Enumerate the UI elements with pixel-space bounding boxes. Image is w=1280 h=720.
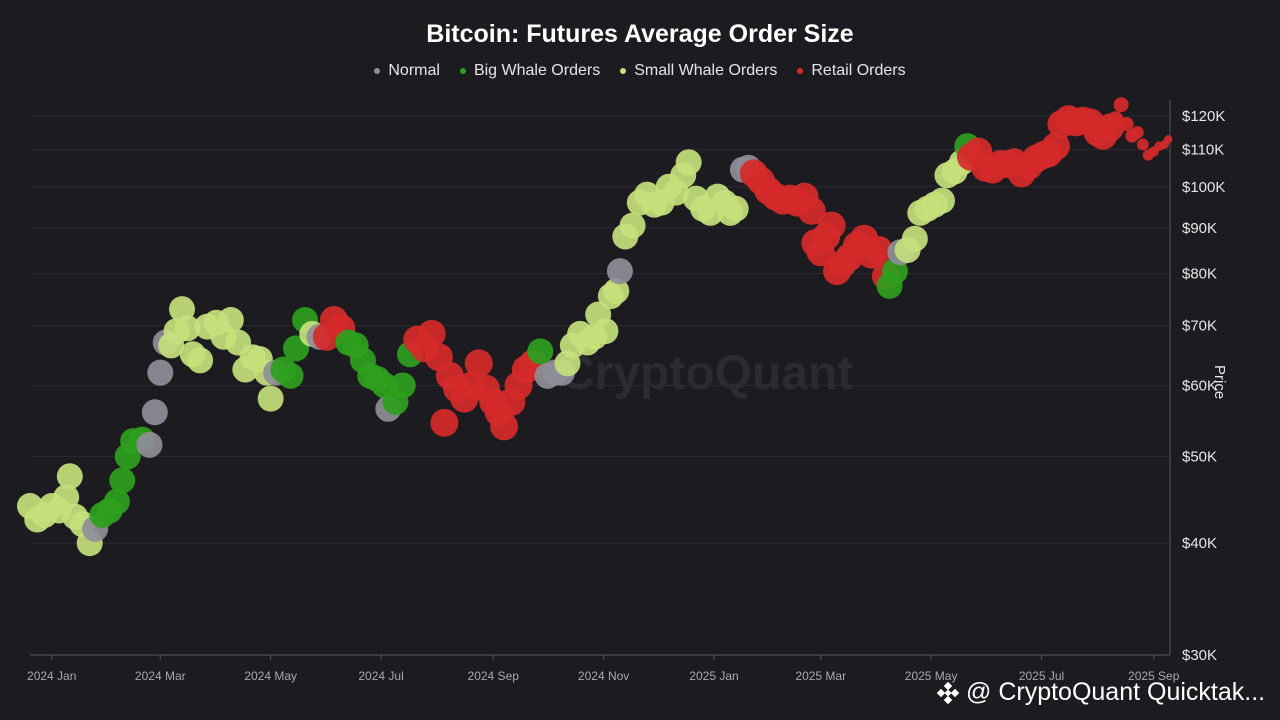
y-tick-label: $100K xyxy=(1182,179,1225,196)
x-tick-label: 2025 Jul xyxy=(1019,669,1064,683)
data-point-big-whale xyxy=(527,338,554,365)
chart-title: Bitcoin: Futures Average Order Size xyxy=(426,20,854,48)
data-point-retail xyxy=(864,235,893,264)
data-point-small-whale xyxy=(603,277,630,304)
data-point-big-whale xyxy=(389,372,416,399)
binance-icon xyxy=(936,681,960,704)
data-point-small-whale xyxy=(217,306,244,333)
y-tick-label: $40K xyxy=(1182,535,1217,552)
legend-dot-small-whale xyxy=(620,68,627,74)
y-tick-label: $110K xyxy=(1182,142,1224,159)
x-tick-label: 2025 May xyxy=(905,669,958,683)
watermark: CryptoQuant xyxy=(560,347,854,400)
data-point-small-whale xyxy=(53,484,80,511)
x-tick-label: 2024 Nov xyxy=(578,669,629,683)
data-point-normal xyxy=(606,258,633,285)
x-tick-label: 2024 Sep xyxy=(468,669,520,683)
data-point-small-whale xyxy=(257,385,284,412)
legend-item-normal[interactable]: Normal xyxy=(374,62,440,80)
data-point-small-whale xyxy=(187,347,214,374)
y-tick-label: $80K xyxy=(1182,266,1217,283)
data-point-retail xyxy=(1136,138,1149,151)
y-tick-label: $50K xyxy=(1182,448,1217,465)
data-point-retail xyxy=(1131,126,1144,139)
legend-dot-big-whale xyxy=(459,68,466,74)
branding: @ CryptoQuant Quicktak... xyxy=(936,678,1265,707)
y-tick-label: $120K xyxy=(1182,108,1225,125)
y-tick-label: $90K xyxy=(1182,220,1217,237)
data-point-small-whale xyxy=(929,187,955,214)
x-tick-label: 2024 Jul xyxy=(358,669,403,683)
data-point-small-whale xyxy=(174,315,201,342)
data-point-retail xyxy=(430,408,459,437)
y-axis-title: Price xyxy=(1211,365,1228,400)
legend-label-small-whale: Small Whale Orders xyxy=(634,62,778,79)
data-point-big-whale xyxy=(277,362,304,389)
data-point-retail xyxy=(1113,97,1129,113)
legend-dot-normal xyxy=(374,68,381,74)
data-point-small-whale xyxy=(592,318,619,345)
x-tick-label: 2024 May xyxy=(244,669,297,683)
legend-item-big-whale[interactable]: Big Whale Orders xyxy=(459,62,601,80)
y-tick-label: $30K xyxy=(1182,647,1217,664)
data-point-small-whale xyxy=(722,195,749,222)
data-point-normal xyxy=(147,359,174,386)
x-tick-label: 2025 Jan xyxy=(689,669,738,683)
x-tick-label: 2025 Sep xyxy=(1128,669,1180,683)
data-point-retail xyxy=(464,349,493,378)
data-point-retail xyxy=(417,319,446,348)
data-point-normal xyxy=(136,431,163,458)
legend-item-retail[interactable]: Retail Orders xyxy=(797,62,906,80)
data-point-small-whale xyxy=(56,463,83,490)
data-point-retail xyxy=(1042,132,1070,161)
y-tick-label: $70K xyxy=(1182,317,1217,334)
data-point-normal xyxy=(141,399,168,426)
x-tick-label: 2025 Mar xyxy=(795,669,846,683)
data-point-retail xyxy=(817,211,846,240)
data-point-retail xyxy=(490,412,519,441)
legend-item-small-whale[interactable]: Small Whale Orders xyxy=(620,62,777,80)
branding-text: @ CryptoQuant Quicktak... xyxy=(966,678,1266,706)
x-tick-label: 2024 Mar xyxy=(135,669,186,683)
x-tick-label: 2024 Jan xyxy=(27,669,76,683)
legend-label-retail: Retail Orders xyxy=(811,62,906,79)
data-point-small-whale xyxy=(901,225,928,252)
data-point-small-whale xyxy=(619,212,646,239)
chart-legend: Normal Big Whale Orders Small Whale Orde… xyxy=(0,62,1280,80)
y-tick-label: $60K xyxy=(1182,377,1217,394)
data-point-small-whale xyxy=(675,149,702,176)
data-point-retail xyxy=(1119,116,1134,132)
data-point-retail xyxy=(797,196,826,225)
data-point-retail xyxy=(1164,135,1173,144)
legend-label-big-whale: Big Whale Orders xyxy=(473,62,601,79)
data-point-big-whale xyxy=(103,488,130,515)
legend-dot-retail xyxy=(797,68,804,74)
legend-label-normal: Normal xyxy=(388,62,440,79)
data-point-big-whale xyxy=(109,467,136,494)
